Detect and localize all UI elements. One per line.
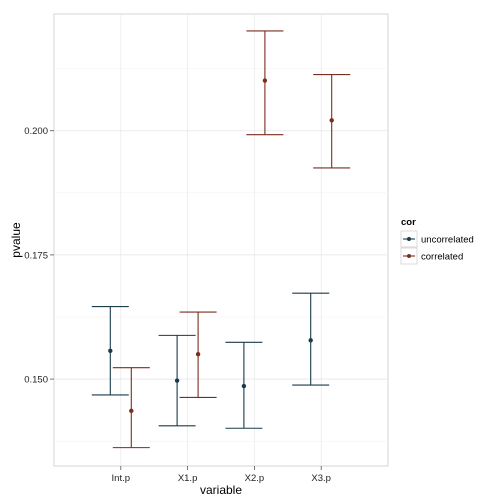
legend-label: uncorrelated: [421, 235, 474, 246]
error-bar-uncorrelated-X1.p: [158, 334, 196, 427]
x-tick-label: X1.p: [178, 473, 198, 484]
data-point: [329, 118, 334, 123]
data-point: [308, 338, 313, 343]
y-axis: 0.150 0.175 0.200: [24, 126, 54, 386]
y-axis-title: pvalue: [9, 222, 23, 258]
error-bar-correlated-X1.p: [179, 311, 217, 399]
error-bar-uncorrelated-X2.p: [225, 341, 263, 429]
y-tick-label: 0.150: [24, 375, 48, 386]
x-tick-label: X3.p: [311, 473, 331, 484]
plot-panel: [53, 13, 389, 467]
data-point: [195, 352, 201, 357]
error-bar-uncorrelated-Int.p: [91, 306, 129, 396]
error-bar-uncorrelated-X3.p: [292, 292, 330, 386]
error-bar-correlated-X3.p: [313, 74, 351, 169]
legend-key-point: [407, 254, 411, 258]
legend: cor uncorrelated correlated: [400, 217, 474, 265]
data-point: [108, 348, 113, 353]
data-point: [262, 78, 268, 83]
data-point: [174, 378, 180, 383]
legend-key-point: [407, 237, 411, 241]
error-bar-correlated-Int.p: [112, 367, 150, 449]
x-axis: Int.p X1.p X2.p X3.p: [112, 466, 331, 484]
data-point: [129, 408, 134, 414]
error-bar-correlated-X2.p: [246, 30, 284, 136]
x-tick-label: Int.p: [112, 473, 131, 484]
grid-lines: [54, 14, 388, 466]
legend-title: cor: [401, 217, 416, 228]
data-point: [241, 383, 247, 389]
legend-label: correlated: [421, 252, 463, 263]
legend-key-uncorrelated: [400, 230, 418, 248]
y-tick-label: 0.200: [24, 126, 48, 137]
x-tick-label: X2.p: [245, 473, 265, 484]
y-tick-label: 0.175: [24, 250, 48, 261]
error-bars: [91, 30, 351, 449]
legend-key-correlated: [400, 247, 418, 265]
x-axis-title: variable: [200, 483, 242, 497]
